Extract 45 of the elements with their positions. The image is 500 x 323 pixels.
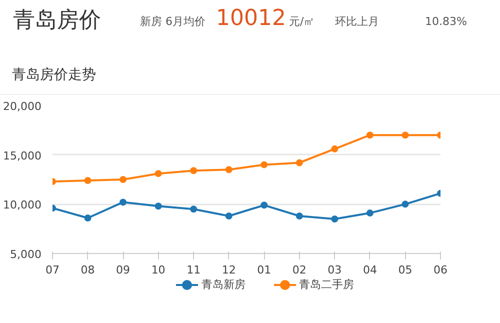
- point: [366, 132, 374, 139]
- text: 10.83%: [425, 15, 467, 28]
- x-tick-label: 03: [328, 264, 342, 276]
- point: [260, 202, 268, 209]
- point: [331, 215, 338, 222]
- point: [154, 202, 162, 210]
- point: [225, 212, 232, 220]
- y-tick-label: 15,000: [3, 149, 42, 162]
- point: [120, 176, 127, 183]
- point: [296, 212, 303, 220]
- x-tick-label: 01: [257, 264, 272, 276]
- point: [84, 214, 92, 222]
- point: [260, 161, 268, 168]
- point: [366, 210, 374, 217]
- x-tick-label: 10: [151, 264, 166, 276]
- legend-label: 青岛二手房: [298, 278, 354, 291]
- point: [225, 166, 232, 174]
- text: 10012: [216, 6, 286, 31]
- point: [190, 167, 198, 174]
- point: [120, 198, 127, 206]
- point: [402, 132, 409, 139]
- text: 新房 6月均价: [140, 15, 206, 28]
- x-tick-label: 02: [292, 264, 306, 276]
- x-tick-label: 12: [222, 264, 236, 276]
- chart-title: 青岛房价: [13, 8, 101, 33]
- point: [402, 200, 409, 208]
- x-tick-label: 08: [80, 264, 95, 276]
- x-tick-label: 06: [434, 264, 448, 276]
- point: [190, 206, 198, 213]
- chart-subtitle: 青岛房价走势: [12, 67, 96, 83]
- x-tick-label: 04: [362, 264, 377, 276]
- text: 元/㎡: [289, 15, 315, 28]
- point: [154, 170, 162, 178]
- x-tick-label: 11: [186, 264, 201, 276]
- text: 环比上月: [335, 15, 379, 28]
- y-tick-label: 20,000: [3, 100, 42, 113]
- legend-label: 青岛新房: [202, 278, 246, 291]
- x-tick-label: 07: [46, 264, 60, 276]
- y-tick-label: 5,000: [10, 248, 42, 261]
- point: [296, 159, 303, 166]
- point: [84, 176, 92, 184]
- y-tick-label: 10,000: [3, 198, 42, 212]
- x-tick-label: 05: [398, 264, 412, 276]
- x-tick-label: 09: [116, 264, 130, 276]
- point: [331, 145, 338, 152]
